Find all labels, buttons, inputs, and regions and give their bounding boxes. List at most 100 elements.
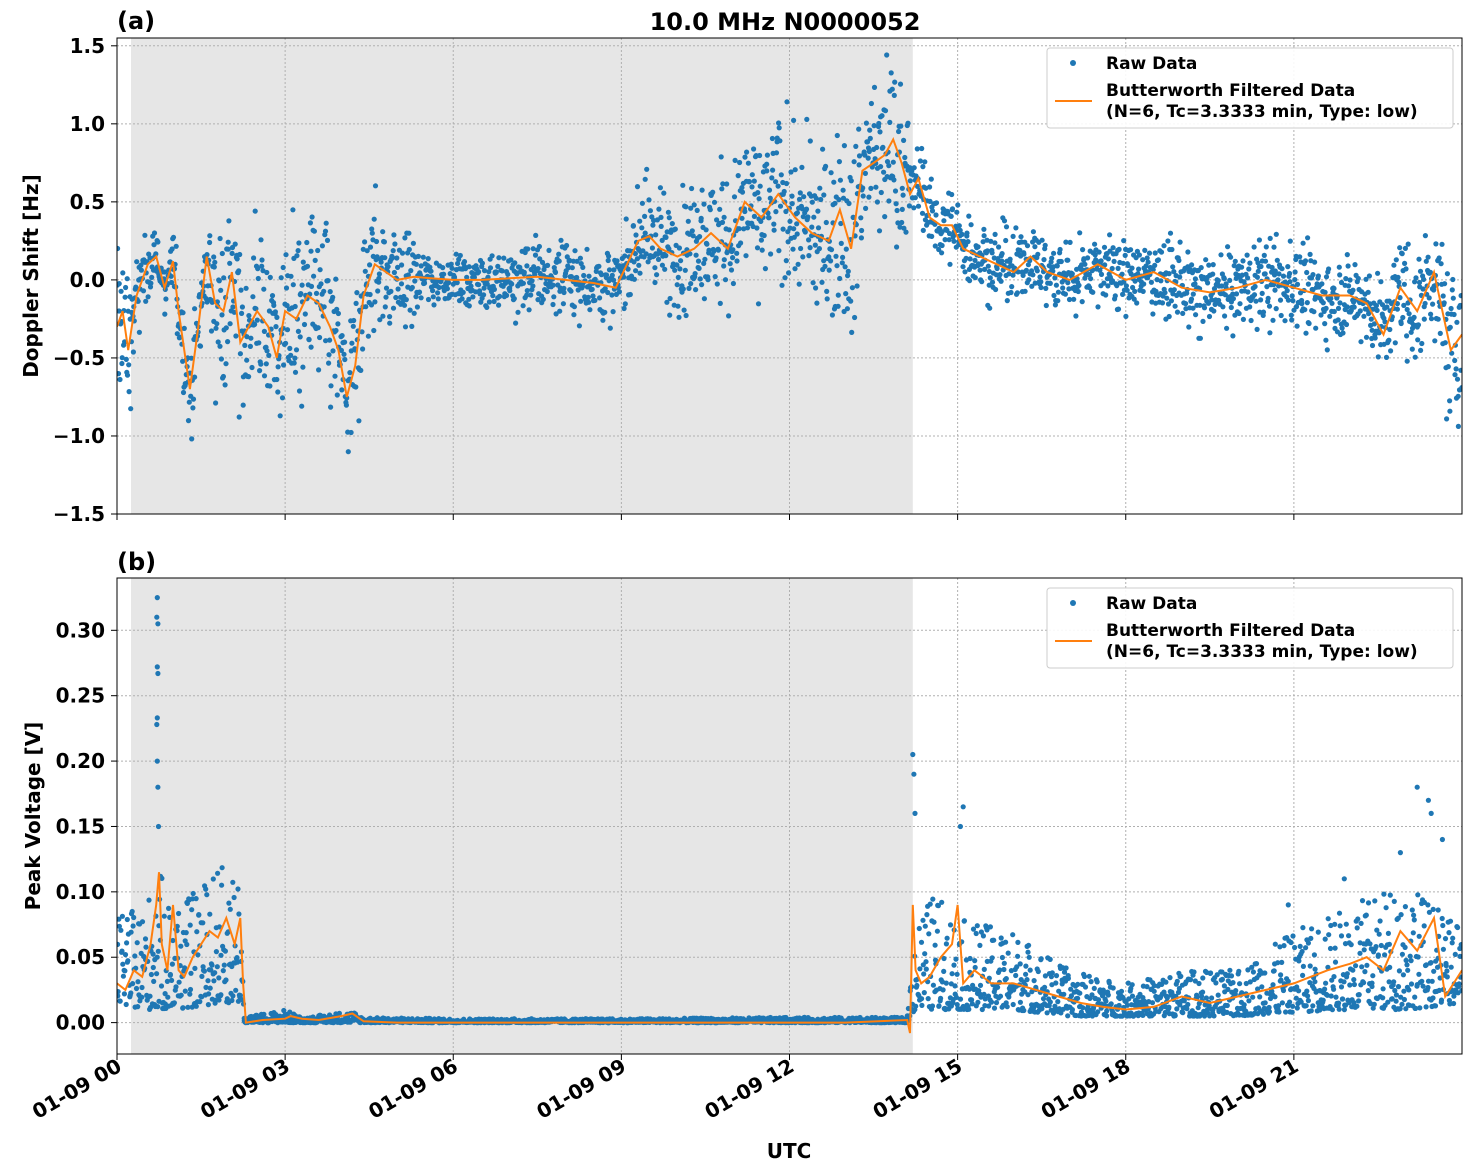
raw-point bbox=[274, 376, 280, 383]
raw-point bbox=[1220, 304, 1226, 310]
raw-point bbox=[956, 223, 962, 229]
raw-point bbox=[605, 289, 611, 296]
raw-point bbox=[377, 317, 383, 323]
raw-point bbox=[915, 203, 922, 209]
raw-point bbox=[150, 951, 156, 957]
raw-point bbox=[1197, 302, 1203, 308]
raw-point bbox=[859, 227, 865, 234]
raw-point bbox=[1192, 978, 1198, 984]
raw-point bbox=[1442, 281, 1448, 287]
raw-point bbox=[399, 250, 406, 256]
raw-point bbox=[1105, 256, 1111, 262]
raw-point bbox=[319, 243, 325, 249]
raw-point bbox=[280, 264, 286, 271]
raw-point bbox=[815, 225, 822, 231]
raw-point bbox=[1103, 292, 1109, 298]
raw-point bbox=[459, 296, 465, 302]
raw-point bbox=[226, 900, 232, 906]
raw-point bbox=[986, 268, 992, 275]
raw-point bbox=[1355, 275, 1361, 282]
raw-point bbox=[665, 209, 672, 215]
raw-point bbox=[1254, 326, 1260, 332]
raw-point bbox=[1293, 995, 1299, 1001]
raw-point bbox=[218, 287, 224, 293]
raw-point bbox=[846, 200, 852, 207]
raw-point bbox=[1275, 960, 1281, 966]
raw-point bbox=[1085, 255, 1091, 261]
raw-point bbox=[960, 264, 966, 270]
raw-point bbox=[511, 296, 517, 302]
raw-point bbox=[216, 997, 222, 1003]
raw-point bbox=[223, 325, 229, 331]
raw-point bbox=[326, 360, 332, 366]
raw-point bbox=[791, 117, 797, 123]
raw-point bbox=[118, 288, 124, 294]
raw-point bbox=[1092, 252, 1098, 258]
raw-point bbox=[169, 246, 175, 252]
raw-point bbox=[699, 187, 705, 193]
raw-point bbox=[829, 312, 836, 318]
night-shading bbox=[131, 578, 913, 1054]
raw-point bbox=[403, 297, 409, 303]
raw-point bbox=[1425, 254, 1431, 260]
raw-point bbox=[930, 896, 936, 902]
raw-point bbox=[574, 258, 580, 264]
raw-point bbox=[221, 962, 227, 968]
raw-point bbox=[622, 301, 628, 307]
raw-point bbox=[509, 281, 515, 287]
raw-point bbox=[288, 273, 294, 279]
raw-point bbox=[266, 352, 272, 358]
raw-point bbox=[413, 261, 419, 267]
raw-point bbox=[631, 276, 638, 282]
raw-point bbox=[1228, 254, 1234, 260]
raw-point bbox=[1177, 274, 1183, 280]
raw-point bbox=[695, 258, 702, 264]
raw-point bbox=[1279, 1000, 1285, 1006]
raw-point bbox=[596, 263, 602, 269]
raw-point bbox=[1223, 281, 1229, 287]
raw-point bbox=[513, 320, 519, 326]
raw-point bbox=[1015, 953, 1021, 959]
raw-point bbox=[1206, 262, 1212, 268]
raw-point bbox=[1233, 988, 1239, 994]
raw-point bbox=[1417, 268, 1424, 274]
raw-point bbox=[1035, 251, 1041, 257]
raw-point bbox=[1112, 293, 1118, 299]
raw-point bbox=[1320, 997, 1326, 1003]
raw-point bbox=[339, 387, 345, 393]
raw-point bbox=[1030, 272, 1036, 278]
raw-point bbox=[789, 201, 795, 207]
raw-point bbox=[981, 966, 987, 973]
raw-point bbox=[409, 284, 415, 291]
raw-point bbox=[1192, 281, 1198, 287]
raw-point bbox=[735, 173, 741, 179]
raw-point bbox=[939, 899, 945, 905]
raw-point bbox=[834, 263, 840, 269]
raw-point bbox=[726, 227, 732, 233]
raw-point bbox=[1370, 306, 1376, 312]
raw-point bbox=[845, 268, 851, 274]
raw-point bbox=[1218, 252, 1224, 258]
raw-point bbox=[125, 958, 131, 964]
raw-point bbox=[686, 285, 692, 291]
raw-point bbox=[791, 226, 797, 232]
raw-point bbox=[589, 286, 595, 292]
raw-point bbox=[1006, 271, 1012, 277]
raw-point bbox=[1255, 260, 1261, 266]
raw-point bbox=[689, 185, 695, 192]
raw-point bbox=[215, 870, 221, 876]
raw-point bbox=[1259, 984, 1265, 990]
raw-point bbox=[229, 997, 235, 1004]
raw-point bbox=[1284, 288, 1290, 294]
raw-point bbox=[335, 310, 341, 317]
raw-point bbox=[1049, 982, 1055, 988]
raw-point bbox=[312, 257, 318, 263]
raw-point bbox=[688, 205, 694, 211]
raw-point bbox=[1322, 321, 1328, 327]
raw-point bbox=[1075, 981, 1081, 988]
raw-point bbox=[307, 220, 313, 226]
raw-point bbox=[1236, 310, 1242, 317]
raw-point bbox=[897, 81, 904, 87]
raw-point bbox=[998, 935, 1004, 941]
raw-point bbox=[739, 185, 745, 191]
